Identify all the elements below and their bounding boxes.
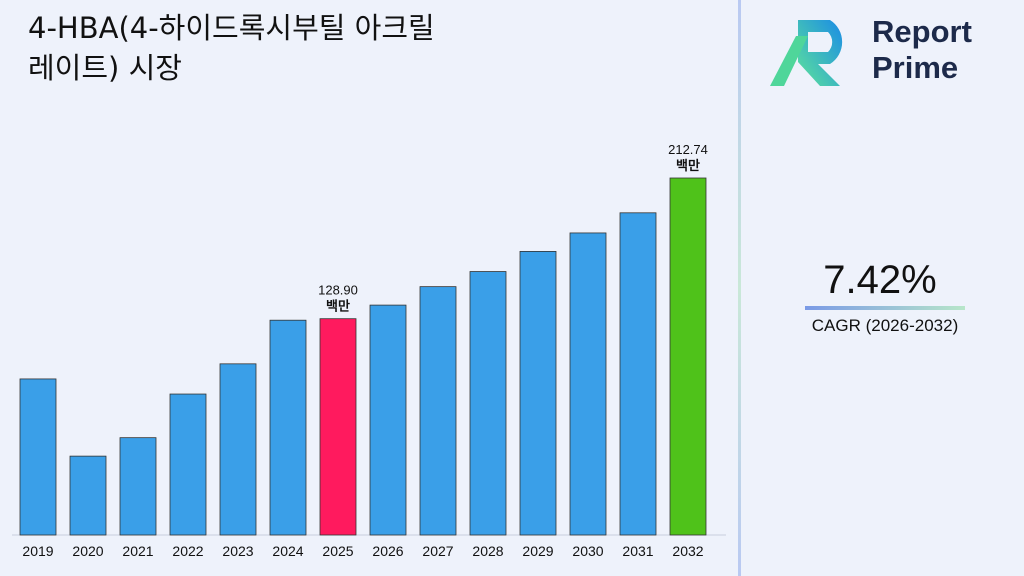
bar-2021	[119, 437, 157, 536]
summary-panel	[741, 0, 1024, 576]
report-prime-logo-icon	[770, 20, 843, 86]
x-tick-label-2027: 2027	[422, 543, 453, 559]
x-tick-label-2032: 2032	[672, 543, 703, 559]
data-label-unit-2025: 백만	[326, 299, 350, 315]
bar-2031	[619, 212, 657, 536]
data-label-value-2032: 212.74	[668, 142, 708, 157]
bar-2023	[219, 363, 257, 536]
bar-2024	[269, 319, 307, 536]
brand-name: Report Prime	[872, 14, 972, 86]
x-tick-label-2020: 2020	[72, 543, 103, 559]
x-tick-label-2025: 2025	[322, 543, 353, 559]
brand-line2: Prime	[872, 50, 959, 85]
bar-2030	[569, 232, 607, 536]
bar-2020	[69, 455, 107, 536]
cagr-underline	[805, 306, 965, 310]
data-label-unit-2032: 백만	[676, 158, 700, 174]
bar-chart: 2019 2020 2021 2022 2023 2024 2025 2026 2027 2028…	[12, 142, 726, 559]
bar-2029	[519, 251, 557, 536]
cagr-value: 7.42%	[823, 258, 937, 302]
x-tick-label-2030: 2030	[572, 543, 603, 559]
x-tick-label-2019: 2019	[22, 543, 53, 559]
x-tick-label-2021: 2021	[122, 543, 153, 559]
x-tick-label-2023: 2023	[222, 543, 253, 559]
cagr-label: CAGR (2026-2032)	[811, 316, 959, 335]
bar-2022	[169, 393, 207, 536]
x-tick-label-2029: 2029	[522, 543, 553, 559]
x-tick-label-2022: 2022	[172, 543, 203, 559]
bar-2025	[319, 318, 357, 536]
bar-2032	[669, 177, 707, 536]
x-tick-label-2028: 2028	[472, 543, 503, 559]
bar-2026	[369, 304, 407, 536]
bar-2019	[19, 378, 57, 536]
x-tick-label-2026: 2026	[372, 543, 403, 559]
chart-title: 4-HBA(4-하이드록시부틸 아크릴레이트) 시장	[28, 11, 435, 85]
data-label-value-2025: 128.90	[318, 283, 358, 298]
x-tick-label-2031: 2031	[622, 543, 653, 559]
bar-2028	[469, 271, 507, 536]
bar-2027	[419, 286, 457, 536]
brand-line1: Report	[872, 14, 972, 49]
panel-divider	[738, 0, 741, 576]
x-tick-label-2024: 2024	[272, 543, 303, 559]
